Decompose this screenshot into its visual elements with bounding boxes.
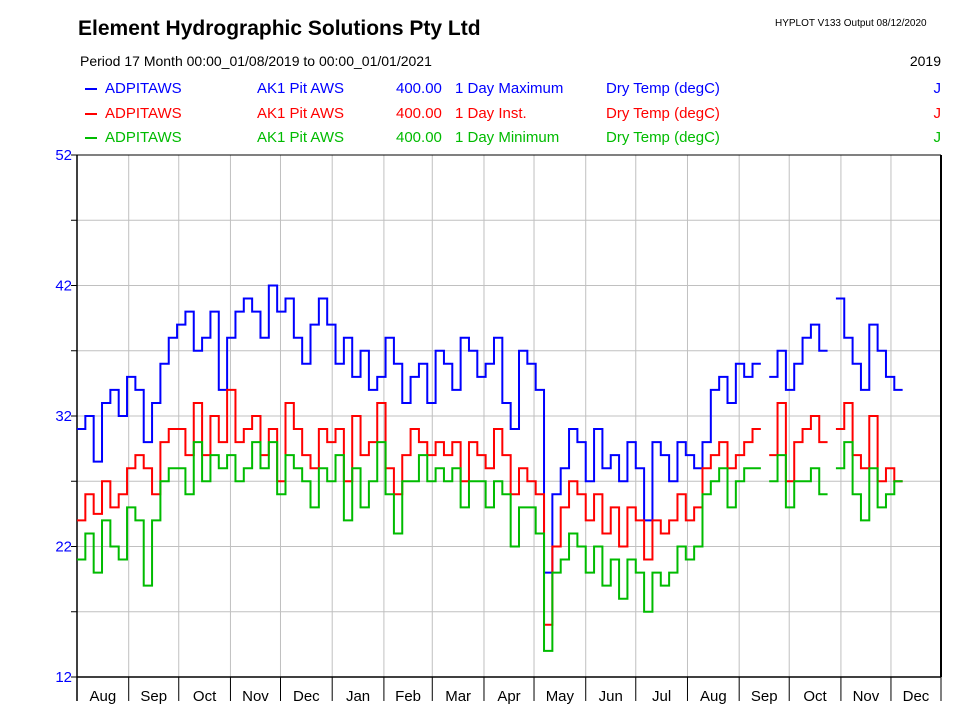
legend-swatch [85, 88, 97, 90]
legend-unit: Dry Temp (degC) [606, 80, 720, 97]
x-tick-label: Oct [803, 688, 827, 705]
x-tick-label: Dec [293, 688, 320, 705]
x-tick-label: Nov [853, 688, 880, 705]
x-tick-label: Sep [751, 688, 778, 705]
x-tick-label: Nov [242, 688, 269, 705]
legend-site: ADPITAWS [105, 129, 182, 146]
legend-swatch [85, 112, 97, 115]
x-tick-label: Apr [497, 688, 520, 705]
version-label: HYPLOT V133 Output 08/12/2020 [775, 18, 927, 29]
x-tick-label: Feb [395, 688, 421, 705]
x-tick-label: Aug [90, 688, 117, 705]
legend-stat: 1 Day Maximum [455, 80, 564, 97]
legend-var: 400.00 [396, 129, 442, 146]
legend-swatch [85, 137, 97, 139]
y-tick-label: 22 [55, 539, 72, 556]
y-tick-label: 52 [55, 147, 72, 164]
legend-var: 400.00 [396, 104, 442, 122]
x-tick-label: May [546, 688, 575, 705]
legend-name: AK1 Pit AWS [257, 80, 344, 97]
x-tick-label: Sep [140, 688, 167, 705]
chart-title: Element Hydrographic Solutions Pty Ltd [78, 17, 481, 40]
x-tick-label: Mar [445, 688, 471, 705]
legend-var: 400.00 [396, 80, 442, 97]
series-line-1-day-maximum [77, 284, 903, 574]
legend-unit: Dry Temp (degC) [606, 129, 720, 146]
legend-stat: 1 Day Minimum [455, 129, 560, 146]
legend-flag: J [933, 104, 942, 122]
period-label: Period 17 Month 00:00_01/08/2019 to 00:0… [80, 53, 432, 69]
legend-stat: 1 Day Inst. [455, 104, 527, 122]
legend-name: AK1 Pit AWS [257, 104, 344, 122]
x-tick-label: Aug [700, 688, 727, 705]
y-tick-label: 32 [55, 408, 72, 425]
x-tick-label: Jun [599, 688, 623, 705]
year-label: 2019 [909, 53, 941, 69]
legend-site: ADPITAWS [105, 104, 182, 122]
y-tick-label: 42 [55, 278, 72, 295]
y-tick-label: 12 [55, 669, 72, 686]
x-tick-label: Jul [652, 688, 671, 705]
legend-site: ADPITAWS [105, 80, 182, 97]
series-line-1-day-minimum [77, 441, 903, 652]
x-tick-label: Dec [903, 688, 930, 705]
legend-unit: Dry Temp (degC) [606, 104, 720, 122]
legend-flag: J [933, 129, 942, 146]
x-tick-label: Oct [193, 688, 217, 705]
series-line-1-day-inst- [77, 388, 903, 626]
x-tick-label: Jan [346, 688, 370, 705]
legend-flag: J [933, 80, 942, 97]
legend-name: AK1 Pit AWS [257, 129, 344, 146]
